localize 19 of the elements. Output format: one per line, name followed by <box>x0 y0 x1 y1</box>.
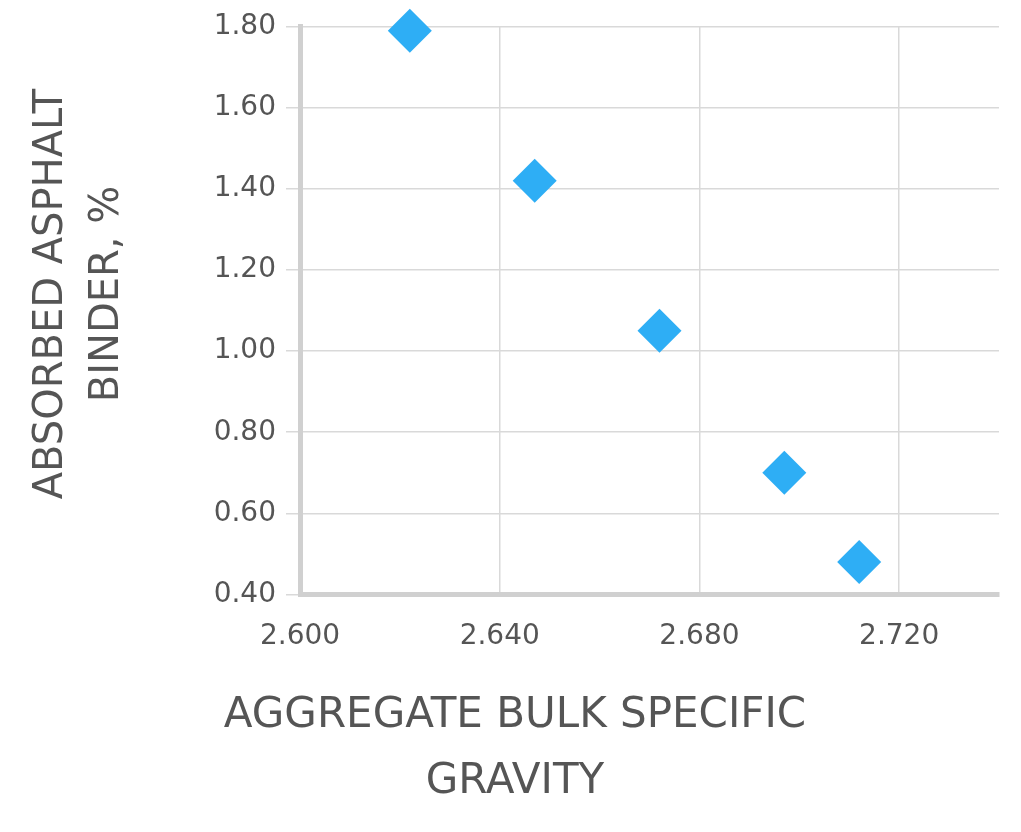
x-tick-label: 2.640 <box>459 618 540 652</box>
x-tick-label: 2.600 <box>259 618 341 652</box>
x-tick-label: 2.720 <box>859 618 940 652</box>
point <box>762 450 807 495</box>
y-tick-label: 1.60 <box>213 89 276 123</box>
y-tick-label: 1.80 <box>213 8 276 42</box>
point <box>387 8 432 53</box>
y-tick-label: 1.00 <box>213 332 276 366</box>
y-tick-label: 1.40 <box>213 170 276 204</box>
point <box>637 308 682 353</box>
y-tick-label: 0.80 <box>213 413 276 447</box>
y-tick-label: 1.20 <box>213 251 276 285</box>
point <box>512 158 557 203</box>
x-axis-title: AGGREGATE BULK SPECIFIC GRAVITY <box>222 687 808 805</box>
x-tick-label: 2.680 <box>659 618 740 652</box>
y-tick-label: 0.60 <box>213 494 276 528</box>
point <box>837 539 882 584</box>
y-tick-label: 0.40 <box>213 575 276 609</box>
y-axis-title: ABSORBED ASPHALT BINDER, % <box>24 87 128 502</box>
